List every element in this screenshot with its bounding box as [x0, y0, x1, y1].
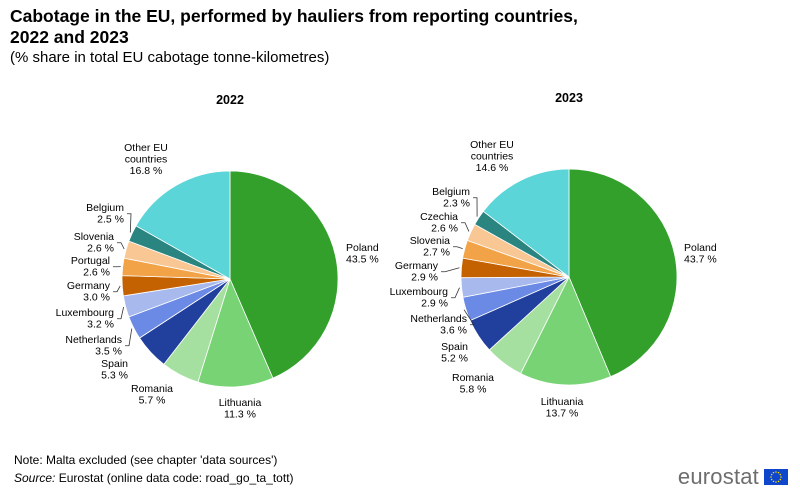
- flag-star: [770, 476, 772, 478]
- slice-label-netherlands: Netherlands 3.6 %: [410, 313, 467, 337]
- eu-flag-icon: [764, 469, 788, 485]
- eurostat-logo: eurostat: [678, 464, 788, 490]
- flag-star: [775, 471, 777, 473]
- slice-label-lithuania: Lithuania 11.3 %: [219, 397, 262, 421]
- flag-star: [779, 473, 782, 476]
- flag-star: [775, 481, 777, 483]
- slice-label-luxembourg: Luxembourg 2.9 %: [390, 286, 449, 310]
- leader-line-luxembourg: [117, 306, 124, 320]
- slice-label-germany: Germany 2.9 %: [395, 260, 439, 284]
- leader-line-netherlands: [463, 309, 475, 326]
- slice-label-germany: Germany 3.0 %: [67, 280, 111, 304]
- pie-slice-lithuania: [520, 276, 612, 386]
- chart-subtitle: (% share in total EU cabotage tonne-kilo…: [10, 49, 330, 66]
- slice-label-belgium: Belgium 2.5 %: [86, 202, 124, 226]
- leader-line-belgium: [127, 213, 132, 233]
- pie-chart-2022: 2022 Poland 43.5 % Lithuania 11.3 % Romania 5.…: [56, 93, 379, 421]
- slice-label-romania: Romania 5.8 %: [452, 372, 494, 396]
- logo-text: eurostat: [677, 464, 759, 489]
- pie-title: 2022: [216, 93, 244, 107]
- slice-label-portugal: Portugal 2.6 %: [71, 255, 110, 279]
- leader-line-czechia: [461, 222, 470, 232]
- slice-label-other-eu-countries: Other EU countries 16.8 %: [124, 142, 168, 177]
- slice-label-poland: Poland 43.5 %: [346, 242, 379, 266]
- leader-line-germany: [113, 285, 121, 293]
- leader-line-belgium: [473, 197, 478, 217]
- flag-star: [772, 471, 775, 474]
- leader-line-luxembourg: [451, 287, 460, 299]
- pie-slice-other-eu-countries: [482, 168, 570, 278]
- slice-label-netherlands: Netherlands 3.5 %: [65, 334, 122, 358]
- pie-slice-poland: [229, 170, 339, 379]
- source-text: Eurostat (online data code: road_go_ta_t…: [55, 471, 294, 485]
- flag-star: [770, 473, 773, 476]
- slice-label-poland: Poland 43.7 %: [684, 242, 717, 266]
- flag-star: [777, 480, 780, 483]
- pie-slice-other-eu-countries: [135, 170, 231, 280]
- source-label: Source:: [14, 471, 56, 485]
- source-line: Source: Eurostat (online data code: road…: [14, 471, 294, 486]
- pie-slice-lithuania: [197, 277, 274, 388]
- chart-title: Cabotage in the EU, performed by haulier…: [10, 6, 578, 47]
- note-text: Note: Malta excluded (see chapter 'data …: [14, 453, 278, 467]
- pie-slice-poland: [568, 168, 678, 378]
- flag-star: [780, 476, 782, 478]
- leader-line-slovenia: [117, 242, 125, 250]
- slice-label-slovenia: Slovenia 2.6 %: [74, 231, 114, 255]
- slice-label-luxembourg: Luxembourg 3.2 %: [56, 307, 115, 331]
- pie-chart-2023: 2023 Poland 43.7 % Lithuania 13.7 % Romania 5.…: [390, 91, 717, 420]
- slice-label-spain: Spain 5.2 %: [441, 341, 468, 365]
- flag-star: [777, 471, 780, 474]
- flag-star: [779, 478, 782, 481]
- flag-star: [770, 478, 773, 481]
- pie-title: 2023: [555, 91, 583, 105]
- flag-background: [764, 469, 788, 485]
- slice-label-slovenia: Slovenia 2.7 %: [410, 235, 450, 259]
- leader-line-germany: [441, 267, 460, 273]
- leader-line-netherlands: [125, 328, 133, 347]
- slice-label-belgium: Belgium 2.3 %: [432, 186, 470, 210]
- leader-line-slovenia: [453, 246, 463, 249]
- slice-label-romania: Romania 5.7 %: [131, 383, 173, 407]
- slice-label-czechia: Czechia 2.6 %: [420, 211, 458, 235]
- slice-label-other-eu-countries: Other EU countries 14.6 %: [470, 139, 514, 174]
- slice-label-spain: Spain 5.3 %: [101, 358, 128, 382]
- title-block: Cabotage in the EU, performed by haulier…: [10, 6, 610, 67]
- flag-star: [772, 480, 775, 483]
- slice-label-lithuania: Lithuania 13.7 %: [541, 396, 584, 420]
